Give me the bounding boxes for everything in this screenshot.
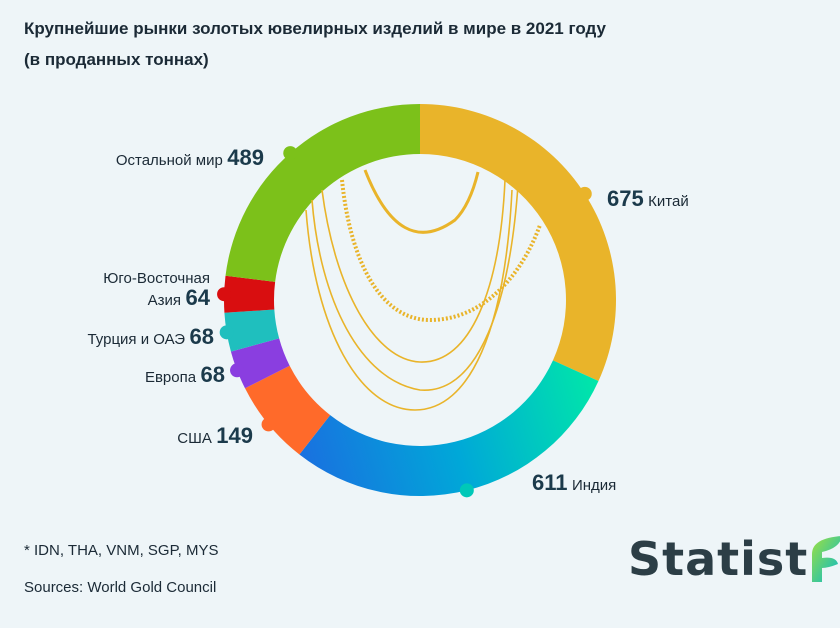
footnote: * IDN, THA, VNM, SGP, MYS	[24, 542, 219, 559]
label-markers	[217, 146, 592, 498]
statista-logo: Statist	[628, 532, 840, 586]
slice-индия	[299, 360, 599, 497]
label-china: 675 Китай	[607, 186, 689, 212]
marker-турция-и-оаэ	[219, 325, 234, 340]
label-europe-value: 68	[200, 362, 225, 387]
label-sea-line1: Юго-Восточная	[103, 270, 210, 287]
logo-wordmark: Statist	[628, 532, 809, 586]
label-sea-value: 64	[185, 285, 210, 310]
label-india: 611 Индия	[532, 470, 616, 496]
label-china-value: 675	[607, 186, 644, 211]
slice-турция-и-оаэ	[224, 309, 280, 352]
title-line-2: (в проданных тоннах)	[24, 50, 209, 69]
marker-европа	[230, 363, 245, 378]
label-turkey-name: Турция и ОАЭ	[87, 331, 186, 348]
label-sea: Юго-Восточная Азия 64	[103, 269, 210, 310]
slice-юго-восточная-азия	[223, 275, 276, 313]
label-india-value: 611	[532, 470, 568, 495]
label-turkey: Турция и ОАЭ 68	[87, 324, 214, 350]
slice-остальной-мир	[225, 104, 420, 282]
marker-индия	[459, 483, 474, 498]
marker-сша	[261, 417, 276, 432]
slice-европа	[230, 338, 290, 389]
label-europe: Европа 68	[145, 362, 225, 388]
label-europe-name: Европа	[144, 369, 197, 386]
label-usa-value: 149	[216, 423, 253, 448]
chart-title: Крупнейшие рынки золотых ювелирных издел…	[24, 13, 606, 75]
slices	[223, 104, 616, 497]
marker-китай	[577, 186, 592, 201]
source: Sources: World Gold Council	[24, 579, 217, 596]
marker-юго-восточная-азия	[217, 287, 232, 302]
label-china-name: Китай	[648, 193, 689, 210]
logo-leaf-icon	[812, 536, 840, 582]
slice-китай	[420, 104, 616, 381]
gold-necklace-illustration	[305, 169, 542, 411]
slice-сша	[245, 365, 331, 455]
marker-остальной-мир	[283, 146, 298, 161]
label-india-name: Индия	[571, 477, 617, 494]
label-rest-name: Остальной мир	[115, 152, 223, 169]
label-turkey-value: 68	[189, 324, 214, 349]
label-rest-value: 489	[227, 145, 264, 170]
label-sea-line2: Азия	[147, 292, 182, 309]
label-rest: Остальной мир 489	[116, 145, 264, 171]
title-line-1: Крупнейшие рынки золотых ювелирных издел…	[24, 19, 606, 38]
label-usa: США 149	[177, 423, 253, 449]
label-usa-name: США	[177, 430, 212, 447]
